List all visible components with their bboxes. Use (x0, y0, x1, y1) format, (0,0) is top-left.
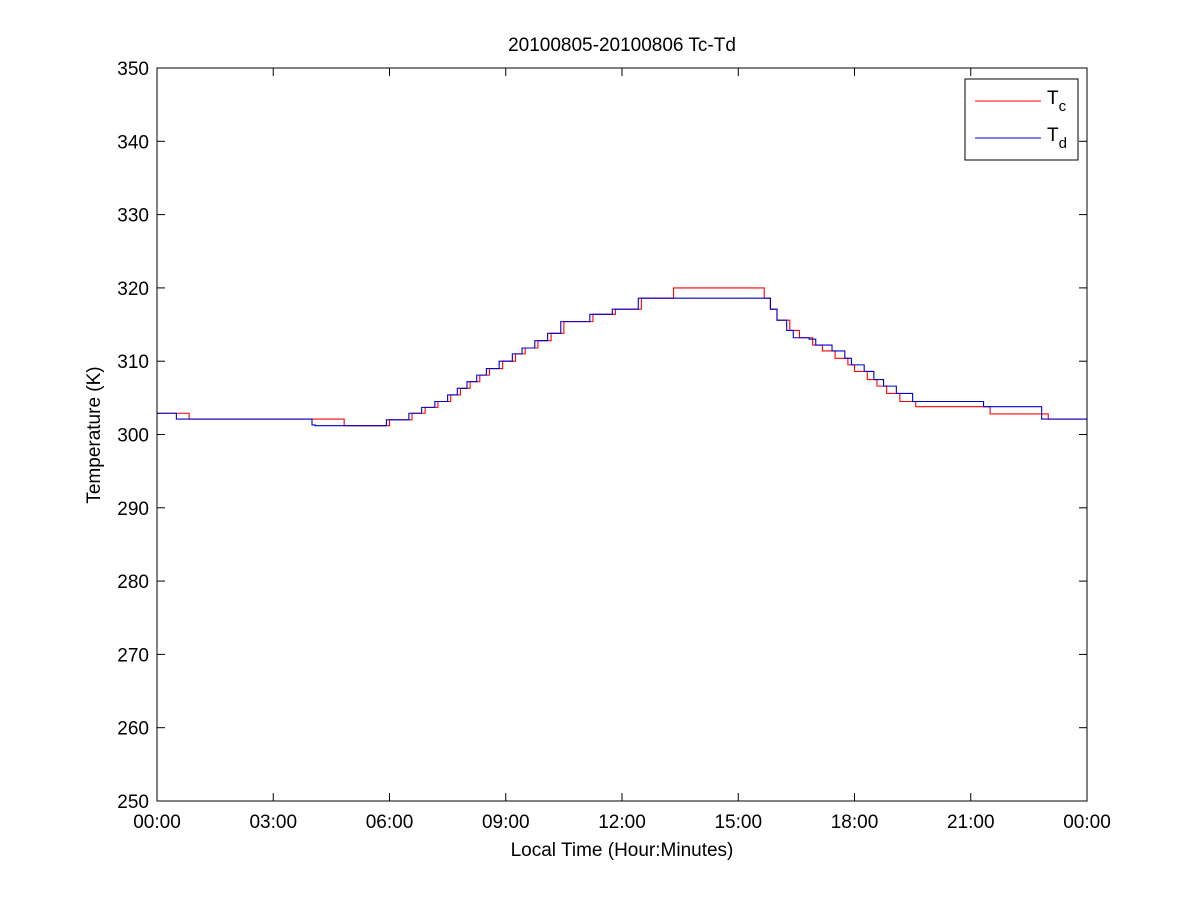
y-tick-label: 270 (117, 645, 149, 666)
x-axis-label: Local Time (Hour:Minutes) (511, 840, 734, 861)
x-tick-label: 00:00 (1063, 812, 1111, 833)
y-tick-label: 280 (117, 572, 149, 593)
y-tick-label: 250 (117, 792, 149, 813)
legend: Tc Td (964, 78, 1079, 161)
plot-frame (156, 67, 1088, 802)
x-tick-label: 12:00 (598, 812, 646, 833)
y-tick-label: 260 (117, 719, 149, 740)
x-tick-label: 18:00 (831, 812, 879, 833)
legend-label-td-sub: d (1059, 135, 1067, 152)
legend-label-tc-sub: c (1059, 98, 1067, 115)
legend-label-td-base: T (1047, 125, 1059, 146)
y-tick-label: 310 (117, 352, 149, 373)
y-tick-label: 320 (117, 279, 149, 300)
legend-label-tc: Tc (1047, 88, 1067, 115)
y-tick-label: 330 (117, 206, 149, 227)
legend-label-tc-base: T (1047, 88, 1059, 109)
x-tick-label: 06:00 (366, 812, 414, 833)
y-tick-label: 350 (117, 59, 149, 80)
y-tick-label: 300 (117, 426, 149, 447)
y-tick-label: 340 (117, 132, 149, 153)
chart-title: 20100805-20100806 Tc-Td (508, 35, 736, 56)
legend-label-td: Td (1047, 125, 1067, 152)
legend-box (964, 78, 1079, 161)
x-tick-label: 03:00 (249, 812, 297, 833)
y-axis-label: Temperature (K) (84, 366, 105, 503)
plot-area (157, 68, 1087, 801)
x-tick-label: 21:00 (947, 812, 995, 833)
series-line-td (157, 297, 1087, 427)
y-tick-label: 290 (117, 499, 149, 520)
series-lines (157, 287, 1087, 427)
x-tick-label: 15:00 (714, 812, 762, 833)
x-tick-label: 09:00 (482, 812, 530, 833)
axis-ticks: 00:00 03:00 06:00 09:00 12:00 15:00 18:00 21:00… (117, 59, 1110, 833)
x-tick-label: 00:00 (133, 812, 181, 833)
